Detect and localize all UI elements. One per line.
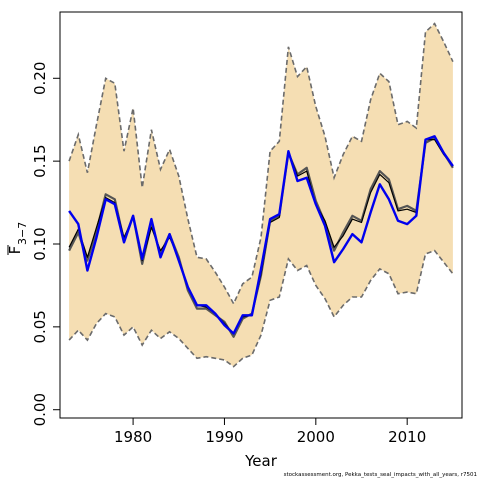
y-axis-title-main: F	[6, 246, 24, 255]
x-tick-label: 2000	[297, 428, 335, 446]
credit-text: stockassessment.org, Pekka_tests_seal_im…	[283, 472, 477, 478]
confidence-band	[69, 23, 453, 367]
band-lower-line	[68, 249, 454, 368]
band-upper-line	[68, 22, 454, 306]
y-tick-label: 0.05	[31, 310, 49, 343]
x-tick-label: 2010	[388, 428, 426, 446]
x-axis: 1980 1990 2000 2010	[114, 418, 426, 446]
x-tick-label: 1990	[205, 428, 243, 446]
series-line-3	[68, 135, 454, 335]
plot-frame	[59, 11, 463, 419]
series-layer	[68, 135, 454, 338]
y-tick-label: 0.15	[31, 144, 49, 177]
y-axis-title-sub: 3−7	[16, 222, 29, 245]
y-axis: 0.00 0.05 0.10 0.15 0.20	[31, 62, 60, 426]
x-tick-label: 1980	[114, 428, 152, 446]
y-tick-label: 0.00	[31, 393, 49, 426]
x-axis-title: Year	[244, 452, 278, 470]
y-tick-label: 0.20	[31, 62, 49, 95]
y-axis-title: F 3−7	[6, 222, 29, 255]
confidence-band-layer	[68, 22, 454, 368]
y-tick-label: 0.10	[31, 227, 49, 260]
